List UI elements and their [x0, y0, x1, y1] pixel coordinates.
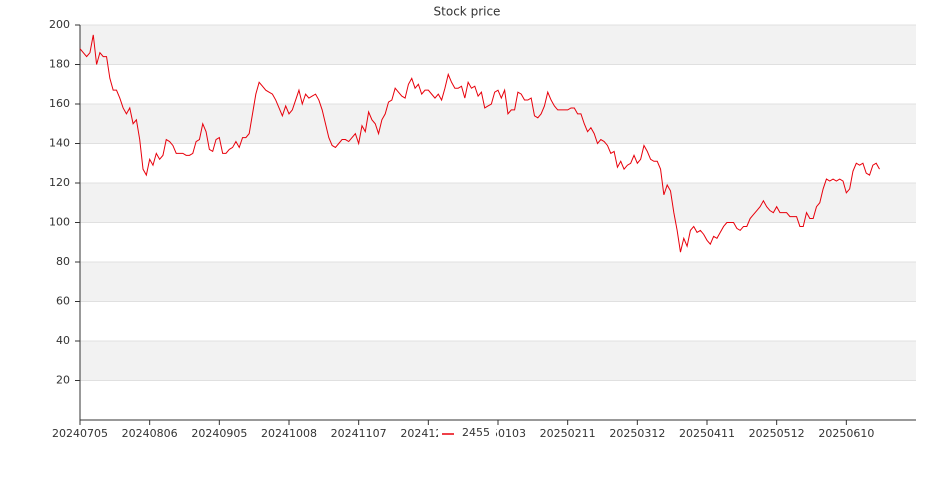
y-tick-label: 40: [56, 334, 70, 347]
series-line: [79, 34, 880, 253]
x-tick-label: 20241107: [331, 427, 387, 440]
x-tick-label: 20250610: [818, 427, 874, 440]
grid-band: [80, 183, 916, 223]
legend: 2455: [438, 424, 496, 442]
x-tick-label: 20250312: [609, 427, 665, 440]
legend-box: [438, 424, 496, 442]
grid-band: [80, 25, 916, 65]
chart-title: Stock price: [434, 5, 501, 19]
x-tick-label: 20240705: [52, 427, 108, 440]
y-tick-label: 100: [49, 216, 70, 229]
grid-band: [80, 104, 916, 144]
y-tick-label: 80: [56, 255, 70, 268]
x-tick-label: 20240905: [191, 427, 247, 440]
y-tick-label: 200: [49, 18, 70, 31]
y-tick-label: 160: [49, 97, 70, 110]
x-tick-label: 20250411: [679, 427, 735, 440]
y-tick-label: 180: [49, 58, 70, 71]
y-tick-label: 20: [56, 374, 70, 387]
y-tick-label: 60: [56, 295, 70, 308]
grid-band: [80, 262, 916, 302]
x-tick-label: 20240806: [122, 427, 178, 440]
y-tick-label: 140: [49, 137, 70, 150]
y-tick-label: 120: [49, 176, 70, 189]
legend-label: 2455: [462, 426, 490, 439]
x-tick-label: 20250512: [749, 427, 805, 440]
x-tick-label: 20250211: [540, 427, 596, 440]
grid-band: [80, 341, 916, 381]
x-tick-label: 20241008: [261, 427, 317, 440]
